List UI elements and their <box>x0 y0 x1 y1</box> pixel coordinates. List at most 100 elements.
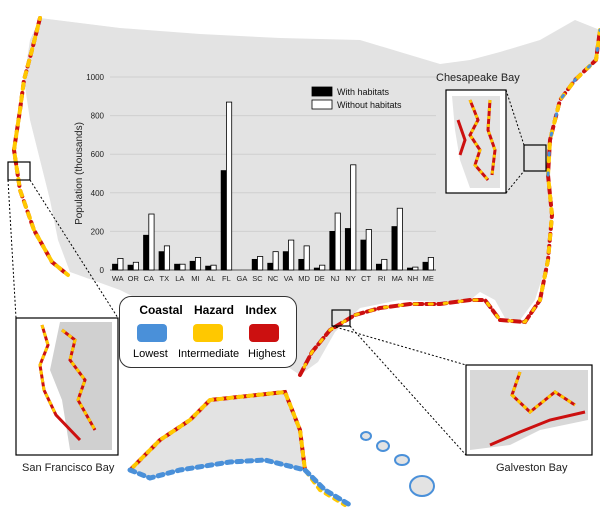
bar-without-habitats <box>303 245 310 271</box>
x-tick-label: RI <box>378 274 386 283</box>
galveston-inset-coast-yellow <box>510 371 576 414</box>
bar-with-habitats <box>267 262 274 271</box>
bar-without-habitats <box>288 239 295 271</box>
bar-without-habitats <box>272 251 279 271</box>
x-tick-label: TX <box>160 274 170 283</box>
bar-without-habitats <box>148 213 155 271</box>
galveston-leader <box>349 325 467 456</box>
y-axis-label: Population (thousands) <box>74 122 85 225</box>
y-tick-label: 800 <box>91 112 105 121</box>
bar-without-habitats <box>319 264 326 271</box>
x-tick-label: AL <box>206 274 215 283</box>
west-coast-line-yellow <box>11 16 70 277</box>
bar-with-habitats <box>112 263 119 271</box>
hawaii-islands <box>360 431 435 497</box>
bar-without-habitats <box>257 256 264 271</box>
y-tick-label: 600 <box>91 150 105 159</box>
bar-with-habitats <box>174 263 181 271</box>
x-tick-label: VA <box>284 274 293 283</box>
chesapeake-leader <box>505 89 525 146</box>
chesapeake-inset-coast-yellow <box>468 99 497 181</box>
sf-inset-land <box>50 322 112 450</box>
bar-with-habitats <box>298 258 305 271</box>
bar-with-habitats <box>143 234 150 271</box>
sf-inset-coast-yellow <box>38 324 97 431</box>
bar-with-habitats <box>158 251 165 271</box>
bar-with-habitats <box>127 264 134 271</box>
x-tick-label: ME <box>423 274 434 283</box>
galveston-leader-2 <box>331 325 467 366</box>
bar-with-habitats <box>189 260 196 271</box>
x-tick-label: OR <box>128 274 140 283</box>
chesapeake-leader-2 <box>505 170 525 194</box>
x-tick-label: DE <box>314 274 324 283</box>
bar-with-habitats <box>360 239 367 271</box>
alaska-land <box>130 392 305 478</box>
x-tick-label: FL <box>222 274 231 283</box>
highest-label: Highest <box>248 348 286 360</box>
bar-without-habitats <box>381 258 388 271</box>
alaska-coast-line-yellow <box>128 389 347 507</box>
galveston-label: Galveston Bay <box>496 462 568 474</box>
bar-without-habitats <box>334 212 341 271</box>
sf-leader <box>7 179 17 319</box>
bar-without-habitats <box>117 258 124 271</box>
bar-without-habitats <box>194 257 202 271</box>
sf-locator <box>7 161 31 181</box>
x-tick-label: NJ <box>331 274 340 283</box>
bar-without-habitats <box>396 207 403 271</box>
x-tick-label: NC <box>268 274 279 283</box>
bar-with-habitats <box>251 258 258 271</box>
x-tick-label: CT <box>361 274 371 283</box>
bar-with-habitats <box>344 228 352 271</box>
intermediate-label: Intermediate <box>178 348 240 360</box>
bar-without-habitats <box>412 266 419 271</box>
x-tick-label: SC <box>252 274 263 283</box>
x-tick-label: MA <box>392 274 403 283</box>
bar-with-habitats <box>205 265 212 271</box>
gulf-coast-line <box>298 298 542 377</box>
chesapeake-locator <box>523 144 547 172</box>
bar-without-habitats <box>226 101 233 271</box>
x-tick-label: LA <box>175 274 184 283</box>
coastlines <box>11 16 600 508</box>
x-tick-label: CA <box>144 274 154 283</box>
bar-without-habitats <box>350 164 357 271</box>
y-tick-label: 1000 <box>86 73 104 82</box>
lowest-swatch <box>137 324 167 342</box>
bar-with-habitats <box>313 267 320 271</box>
y-tick-label: 200 <box>91 227 105 236</box>
y-tick-label: 400 <box>91 189 105 198</box>
y-tick-label: 0 <box>100 266 105 275</box>
intermediate-swatch <box>193 324 223 342</box>
san-francisco-label: San Francisco Bay <box>22 462 115 474</box>
legend-swatch-without-habitats <box>311 99 333 110</box>
bar-with-habitats <box>329 230 336 271</box>
bar-with-habitats <box>407 267 414 271</box>
insets <box>7 89 593 456</box>
bar-without-habitats <box>179 263 186 271</box>
x-tick-label: NH <box>407 274 418 283</box>
bar-without-habitats <box>163 245 171 271</box>
bar-without-habitats <box>365 229 372 271</box>
bar-without-habitats <box>427 257 434 271</box>
hazard-legend: Coastal Hazard Index Lowest Intermediate… <box>119 296 297 368</box>
x-tick-label: WA <box>112 274 124 283</box>
x-tick-label: GA <box>237 274 248 283</box>
x-tick-label: MD <box>298 274 310 283</box>
galveston-locator <box>331 309 351 327</box>
bar-with-habitats <box>220 170 227 271</box>
bar-with-habitats <box>422 261 429 271</box>
bar-with-habitats <box>282 251 289 271</box>
bar-with-habitats <box>391 226 398 271</box>
legend-label-without-habitats: Without habitats <box>337 100 402 110</box>
bar-with-habitats <box>375 263 383 271</box>
highest-swatch <box>249 324 279 342</box>
sf-leader-2 <box>29 179 119 319</box>
legend-label-with-habitats: With habitats <box>337 87 390 97</box>
aleutian-chain <box>127 457 353 508</box>
x-tick-label: MI <box>191 274 199 283</box>
legend-swatch-with-habitats <box>311 86 333 97</box>
